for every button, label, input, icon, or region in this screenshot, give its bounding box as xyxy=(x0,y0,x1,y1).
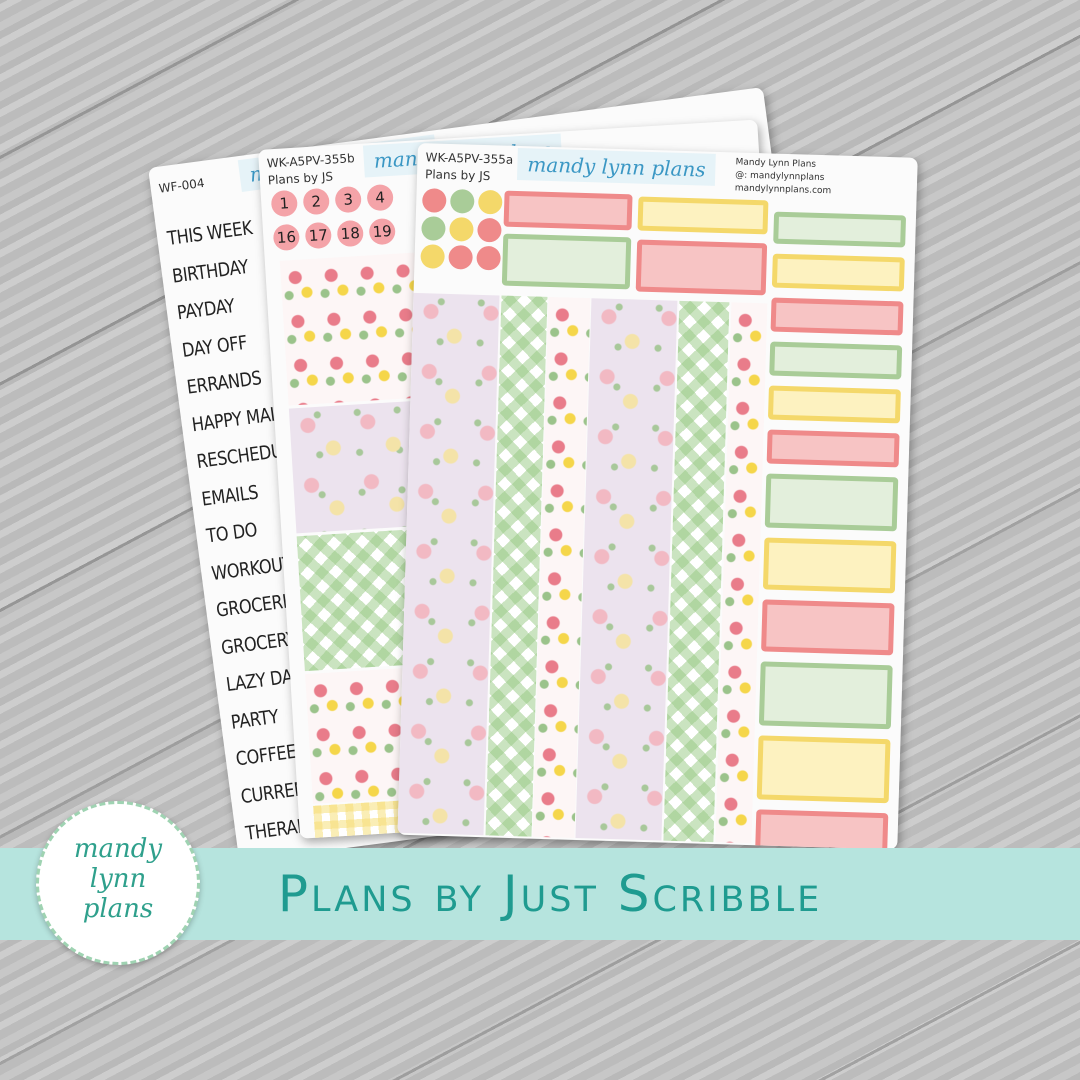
sheet-by: Plans by JS xyxy=(424,167,491,184)
pattern-strip xyxy=(397,292,500,836)
decor-dot xyxy=(421,188,447,213)
decor-box xyxy=(769,341,903,380)
sheet-code: WF-004 xyxy=(157,175,206,196)
logo-text: mandy lynn plans xyxy=(39,834,197,924)
date-circle: 2 xyxy=(302,187,331,216)
decor-box xyxy=(761,599,895,656)
date-circle: 16 xyxy=(272,223,301,252)
sticker-sheet: WK-A5PV-355a Plans by JS mandy lynn plans… xyxy=(397,143,918,850)
decor-dot xyxy=(449,216,474,242)
decor-dot xyxy=(420,244,445,269)
decor-dot xyxy=(449,188,475,214)
decor-box xyxy=(756,735,891,804)
banner-title: Plans by Just Scribble xyxy=(277,865,823,923)
date-circle: 3 xyxy=(334,185,362,214)
pattern-strip xyxy=(575,298,678,841)
decor-dot xyxy=(448,244,473,270)
date-circle: 17 xyxy=(304,221,333,250)
sticker-word: THIS WEEK xyxy=(166,217,254,250)
decor-box xyxy=(501,233,632,290)
sticker-word: EMAILS xyxy=(200,481,260,511)
contact-line: mandylynnplans.com xyxy=(734,183,832,197)
logo-line: plans xyxy=(82,894,154,924)
sheet-code: WK-A5PV-355a Plans by JS xyxy=(425,149,514,186)
decor-box xyxy=(764,473,899,532)
contact-info: Mandy Lynn Plans @: mandylynnplans mandyly… xyxy=(735,156,833,198)
decor-dot xyxy=(476,245,501,271)
logo-line: lynn xyxy=(89,864,147,894)
decor-box xyxy=(770,297,904,336)
sticker-word: ERRANDS xyxy=(185,367,263,399)
decor-dot xyxy=(421,216,446,241)
logo: mandy lynn plans xyxy=(36,801,200,965)
sticker-word: TO DO xyxy=(205,518,259,548)
sheet-brand: mandy lynn plans xyxy=(516,147,717,186)
decor-box xyxy=(766,429,900,468)
decor-box xyxy=(503,190,633,231)
sticker-word: HAPPY MAIL xyxy=(190,402,285,436)
logo-line: mandy xyxy=(73,834,163,864)
sheet-by: Plans by JS xyxy=(267,169,334,188)
sticker-word: WORKOUT xyxy=(210,552,294,585)
sticker-word: BIRTHDAY xyxy=(170,255,250,288)
decor-dot xyxy=(477,189,503,215)
date-circle: 4 xyxy=(366,183,394,212)
sticker-word: PARTY xyxy=(229,705,280,734)
sticker-word: DAY OFF xyxy=(180,331,249,362)
sticker-word: PAYDAY xyxy=(175,295,236,325)
decor-box xyxy=(754,809,889,850)
decor-box xyxy=(635,239,768,296)
decor-box xyxy=(758,661,893,730)
decor-box xyxy=(637,196,769,235)
decor-box xyxy=(773,211,907,248)
date-circle: 18 xyxy=(336,219,365,248)
decor-box xyxy=(767,385,901,424)
sheet-code: WK-A5PV-355b Plans by JS xyxy=(266,150,356,189)
decor-box xyxy=(762,537,897,594)
decor-dot xyxy=(477,217,502,243)
sheet-code-text: WK-A5PV-355b xyxy=(266,151,356,171)
decor-box xyxy=(771,253,905,292)
sheet-code-text: WK-A5PV-355a xyxy=(425,150,514,167)
date-circle: 1 xyxy=(270,189,299,218)
date-circle: 19 xyxy=(368,217,396,246)
